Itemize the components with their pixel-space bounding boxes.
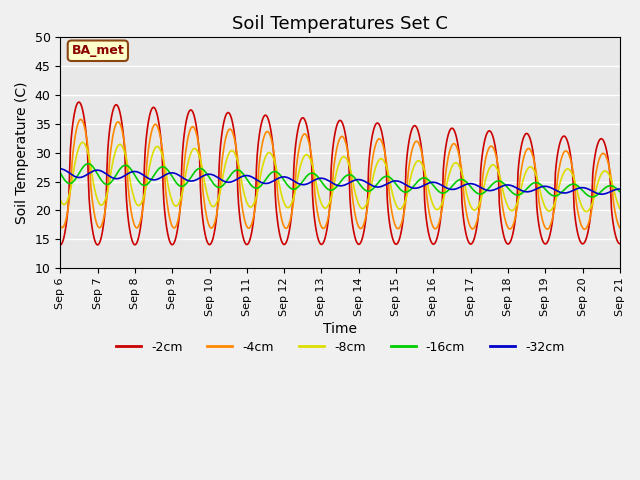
-8cm <box>67 187 74 193</box>
-2cm <box>409 124 417 130</box>
-8cm <box>426 190 433 195</box>
-4cm <box>125 191 132 196</box>
-32cm <box>616 186 624 192</box>
-2cm <box>125 221 132 227</box>
Text: BA_met: BA_met <box>72 44 124 57</box>
-16cm <box>211 183 219 189</box>
-4cm <box>426 210 433 216</box>
-16cm <box>67 180 74 186</box>
-8cm <box>582 209 590 215</box>
-16cm <box>426 178 433 183</box>
-8cm <box>409 167 417 172</box>
-32cm <box>56 166 64 172</box>
-4cm <box>77 117 84 122</box>
-16cm <box>616 189 624 195</box>
-2cm <box>56 242 64 248</box>
-16cm <box>84 161 92 167</box>
-16cm <box>182 181 189 187</box>
-2cm <box>67 147 74 153</box>
-4cm <box>616 225 624 231</box>
-4cm <box>182 149 189 155</box>
Title: Soil Temperatures Set C: Soil Temperatures Set C <box>232 15 448 33</box>
Line: -8cm: -8cm <box>60 143 620 212</box>
-4cm <box>211 218 219 224</box>
-32cm <box>425 180 433 186</box>
-4cm <box>409 144 417 150</box>
-32cm <box>598 192 606 197</box>
-8cm <box>616 206 624 212</box>
-8cm <box>211 203 219 208</box>
-32cm <box>67 171 74 177</box>
-4cm <box>580 227 588 232</box>
-8cm <box>125 168 132 174</box>
Line: -32cm: -32cm <box>60 169 620 194</box>
-2cm <box>616 241 624 247</box>
Line: -4cm: -4cm <box>60 120 620 229</box>
-32cm <box>181 176 189 182</box>
X-axis label: Time: Time <box>323 322 357 336</box>
-8cm <box>79 140 86 145</box>
-16cm <box>409 184 417 190</box>
Line: -16cm: -16cm <box>60 164 620 197</box>
-16cm <box>125 164 132 169</box>
-8cm <box>182 172 189 178</box>
-4cm <box>67 187 74 192</box>
-32cm <box>408 185 416 191</box>
-2cm <box>211 225 219 230</box>
-4cm <box>56 223 64 228</box>
-8cm <box>56 196 64 202</box>
-16cm <box>588 194 596 200</box>
-2cm <box>182 122 189 128</box>
-16cm <box>56 170 64 176</box>
-2cm <box>75 99 83 105</box>
-2cm <box>426 233 433 239</box>
-32cm <box>211 173 218 179</box>
Legend: -2cm, -4cm, -8cm, -16cm, -32cm: -2cm, -4cm, -8cm, -16cm, -32cm <box>111 336 570 359</box>
Y-axis label: Soil Temperature (C): Soil Temperature (C) <box>15 82 29 224</box>
Line: -2cm: -2cm <box>60 102 620 245</box>
-32cm <box>124 171 132 177</box>
